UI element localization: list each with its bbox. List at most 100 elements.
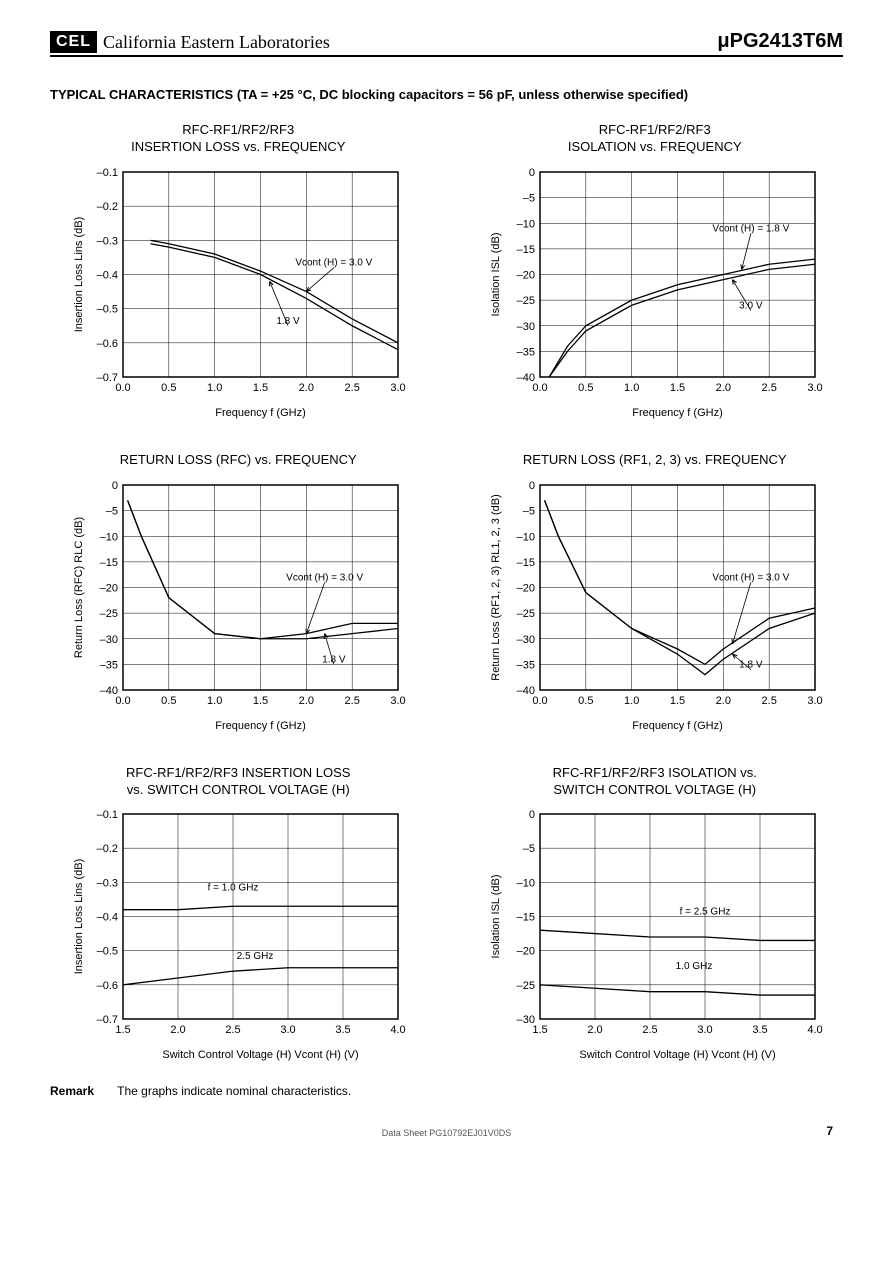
chart-svg: 0.00.51.01.52.02.53.0–40–35–30–25–20–15–…: [485, 475, 825, 735]
page-number: 7: [826, 1124, 833, 1138]
svg-text:4.0: 4.0: [807, 1024, 822, 1036]
svg-text:–10: –10: [516, 218, 534, 230]
chart-3: RETURN LOSS (RF1, 2, 3) vs. FREQUENCY0.0…: [467, 452, 844, 735]
svg-text:1.5: 1.5: [253, 382, 268, 394]
company-name: California Eastern Laboratories: [103, 32, 330, 53]
chart-title: RFC-RF1/RF2/RF3 INSERTION LOSSvs. SWITCH…: [50, 765, 427, 799]
svg-text:1.5: 1.5: [253, 695, 268, 707]
svg-text:2.0: 2.0: [715, 382, 730, 394]
chart-svg: 0.00.51.01.52.02.53.0–40–35–30–25–20–15–…: [485, 162, 825, 422]
svg-text:Switch Control Voltage (H) Vc: Switch Control Voltage (H) Vcont (H) (V): [163, 1049, 359, 1061]
chart-2: RETURN LOSS (RFC) vs. FREQUENCY0.00.51.0…: [50, 452, 427, 735]
chart-title: RFC-RF1/RF2/RF3 ISOLATION vs.SWITCH CONT…: [467, 765, 844, 799]
svg-text:–30: –30: [516, 633, 534, 645]
logo-block: CEL California Eastern Laboratories: [50, 31, 330, 53]
svg-text:–30: –30: [516, 1014, 534, 1026]
svg-text:2.0: 2.0: [299, 382, 314, 394]
chart-4: RFC-RF1/RF2/RF3 INSERTION LOSSvs. SWITCH…: [50, 765, 427, 1065]
svg-text:–0.4: –0.4: [97, 912, 118, 924]
chart-title: RFC-RF1/RF2/RF3INSERTION LOSS vs. FREQUE…: [50, 122, 427, 156]
svg-text:Vcont (H) = 3.0 V: Vcont (H) = 3.0 V: [296, 257, 373, 268]
svg-text:3.5: 3.5: [336, 1024, 351, 1036]
svg-text:1.0: 1.0: [624, 695, 639, 707]
svg-text:–40: –40: [100, 685, 118, 697]
svg-text:–0.2: –0.2: [97, 844, 118, 856]
svg-text:f = 2.5 GHz: f = 2.5 GHz: [679, 907, 730, 918]
svg-text:f = 1.0 GHz: f = 1.0 GHz: [208, 883, 259, 894]
chart-title: RFC-RF1/RF2/RF3ISOLATION vs. FREQUENCY: [467, 122, 844, 156]
svg-text:–35: –35: [516, 659, 534, 671]
svg-text:Insertion Loss Lins (dB): Insertion Loss Lins (dB): [73, 859, 85, 975]
svg-text:–10: –10: [516, 878, 534, 890]
svg-text:2.5: 2.5: [345, 382, 360, 394]
svg-text:–0.6: –0.6: [97, 338, 118, 350]
svg-text:4.0: 4.0: [391, 1024, 406, 1036]
svg-text:–0.3: –0.3: [97, 235, 118, 247]
chart-svg: 0.00.51.01.52.02.53.0–0.7–0.6–0.5–0.4–0.…: [68, 162, 408, 422]
svg-text:Insertion Loss Lins (dB): Insertion Loss Lins (dB): [73, 217, 85, 333]
svg-text:0.5: 0.5: [161, 382, 176, 394]
remark-text: The graphs indicate nominal characterist…: [117, 1084, 351, 1098]
svg-text:–10: –10: [100, 531, 118, 543]
svg-text:3.0: 3.0: [807, 695, 822, 707]
svg-text:1.5: 1.5: [670, 695, 685, 707]
svg-text:Frequency f (GHz): Frequency f (GHz): [632, 720, 722, 732]
svg-text:2.5: 2.5: [345, 695, 360, 707]
remark-label: Remark: [50, 1084, 94, 1098]
footer-text: Data Sheet PG10792EJ01V0DS: [50, 1128, 843, 1138]
svg-text:0.5: 0.5: [161, 695, 176, 707]
chart-1: RFC-RF1/RF2/RF3ISOLATION vs. FREQUENCY0.…: [467, 122, 844, 422]
svg-text:–15: –15: [516, 912, 534, 924]
svg-text:–0.6: –0.6: [97, 980, 118, 992]
svg-text:–15: –15: [516, 244, 534, 256]
svg-text:–0.2: –0.2: [97, 201, 118, 213]
svg-text:–0.7: –0.7: [97, 372, 118, 384]
chart-svg: 1.52.02.53.03.54.0–0.7–0.6–0.5–0.4–0.3–0…: [68, 804, 408, 1064]
svg-text:–25: –25: [516, 980, 534, 992]
svg-text:–25: –25: [516, 295, 534, 307]
page-header: CEL California Eastern Laboratories μPG2…: [50, 30, 843, 57]
svg-text:Vcont (H) = 1.8 V: Vcont (H) = 1.8 V: [712, 223, 789, 234]
svg-text:Frequency f (GHz): Frequency f (GHz): [216, 407, 306, 419]
charts-grid: RFC-RF1/RF2/RF3INSERTION LOSS vs. FREQUE…: [50, 122, 843, 1064]
svg-text:2.0: 2.0: [587, 1024, 602, 1036]
svg-text:–0.1: –0.1: [97, 809, 118, 821]
svg-text:2.5: 2.5: [761, 382, 776, 394]
section-title: TYPICAL CHARACTERISTICS (TA = +25 °C, DC…: [50, 87, 843, 102]
svg-text:Isolation ISL (dB): Isolation ISL (dB): [490, 232, 502, 316]
svg-text:–5: –5: [523, 844, 535, 856]
svg-text:–5: –5: [106, 505, 118, 517]
part-number: μPG2413T6M: [717, 30, 843, 53]
svg-text:1.0 GHz: 1.0 GHz: [675, 962, 712, 973]
svg-text:Return Loss (RFC) RLC (dB): Return Loss (RFC) RLC (dB): [73, 517, 85, 658]
svg-text:2.5: 2.5: [226, 1024, 241, 1036]
svg-text:1.8 V: 1.8 V: [277, 316, 301, 327]
svg-text:2.0: 2.0: [171, 1024, 186, 1036]
svg-text:1.8 V: 1.8 V: [739, 659, 763, 670]
svg-text:0: 0: [529, 167, 535, 179]
svg-text:–15: –15: [516, 557, 534, 569]
svg-text:–10: –10: [516, 531, 534, 543]
svg-text:–0.5: –0.5: [97, 946, 118, 958]
svg-text:3.0 V: 3.0 V: [739, 300, 763, 311]
chart-svg: 0.00.51.01.52.02.53.0–40–35–30–25–20–15–…: [68, 475, 408, 735]
svg-text:3.0: 3.0: [391, 382, 406, 394]
svg-text:3.0: 3.0: [391, 695, 406, 707]
svg-text:Return Loss (RF1, 2, 3) RL1,: Return Loss (RF1, 2, 3) RL1, 2, 3 (dB): [490, 494, 502, 680]
svg-text:1.8 V: 1.8 V: [322, 654, 346, 665]
svg-text:–30: –30: [516, 321, 534, 333]
svg-text:Isolation ISL (dB): Isolation ISL (dB): [490, 875, 502, 959]
svg-text:–40: –40: [516, 685, 534, 697]
svg-text:1.0: 1.0: [624, 382, 639, 394]
svg-text:Frequency f (GHz): Frequency f (GHz): [632, 407, 722, 419]
svg-text:–35: –35: [516, 346, 534, 358]
svg-text:1.0: 1.0: [207, 382, 222, 394]
svg-text:–35: –35: [100, 659, 118, 671]
chart-svg: 1.52.02.53.03.54.0–30–25–20–15–10–50f = …: [485, 804, 825, 1064]
svg-text:2.5: 2.5: [642, 1024, 657, 1036]
svg-text:–20: –20: [516, 582, 534, 594]
svg-text:–0.3: –0.3: [97, 878, 118, 890]
chart-0: RFC-RF1/RF2/RF3INSERTION LOSS vs. FREQUE…: [50, 122, 427, 422]
svg-text:–30: –30: [100, 633, 118, 645]
svg-text:0: 0: [529, 480, 535, 492]
